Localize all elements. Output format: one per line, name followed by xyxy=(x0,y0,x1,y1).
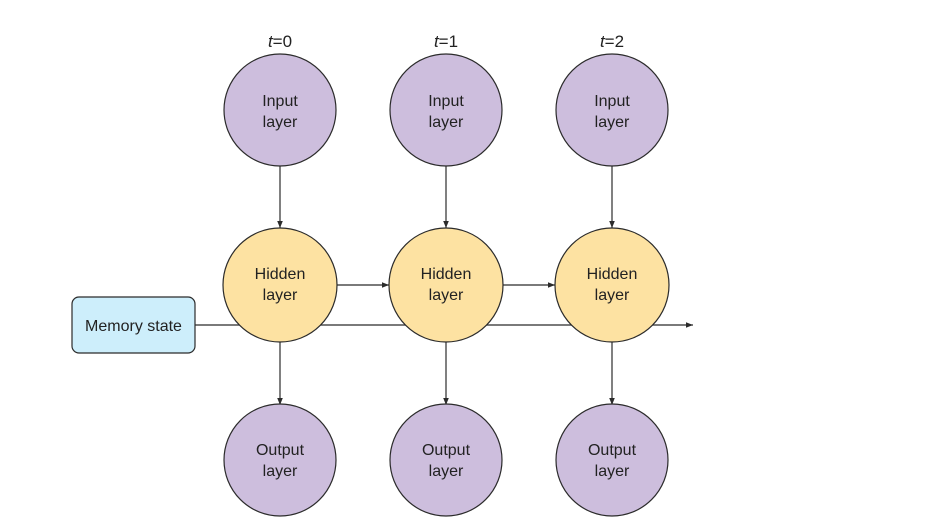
output-layer-label: Output layer xyxy=(422,442,471,480)
input-layer-circle xyxy=(389,53,503,167)
hidden-layer-label: Hidden layer xyxy=(587,266,638,304)
input-layer-node: Input layer xyxy=(389,53,503,167)
hidden-layer-circle xyxy=(554,227,670,343)
time-step-label: t=0 xyxy=(268,32,292,51)
output-layer-circle xyxy=(223,403,337,517)
input-layer-label: Input layer xyxy=(262,93,298,131)
time-variable: t xyxy=(268,32,274,51)
memory-state-label: Memory state xyxy=(85,318,182,335)
input-layer-circle xyxy=(555,53,669,167)
hidden-layer-circle xyxy=(388,227,504,343)
memory-state-box: Memory state xyxy=(71,296,196,354)
time-step-2: t=2 Input layer Hidden layer Output layer xyxy=(554,32,670,517)
output-layer-label: Output layer xyxy=(256,442,305,480)
time-value: =1 xyxy=(439,32,458,51)
output-layer-circle xyxy=(555,403,669,517)
hidden-layer-circle xyxy=(222,227,338,343)
time-step-1: t=1 Input layer Hidden layer Output layer xyxy=(388,32,555,517)
time-value: =2 xyxy=(605,32,624,51)
time-step-0: t=0 Input layer Hidden layer Output layer xyxy=(222,32,389,517)
time-variable: t xyxy=(434,32,440,51)
output-layer-label: Output layer xyxy=(588,442,637,480)
hidden-layer-label: Hidden layer xyxy=(421,266,472,304)
hidden-layer-node: Hidden layer xyxy=(388,227,504,343)
hidden-layer-label: Hidden layer xyxy=(255,266,306,304)
time-step-label: t=2 xyxy=(600,32,624,51)
output-layer-node: Output layer xyxy=(223,403,337,517)
input-layer-label: Input layer xyxy=(428,93,464,131)
output-layer-node: Output layer xyxy=(389,403,503,517)
memory-state-rect xyxy=(71,296,196,354)
input-layer-node: Input layer xyxy=(223,53,337,167)
time-variable: t xyxy=(600,32,606,51)
hidden-layer-node: Hidden layer xyxy=(554,227,670,343)
output-layer-node: Output layer xyxy=(555,403,669,517)
input-layer-circle xyxy=(223,53,337,167)
hidden-layer-node: Hidden layer xyxy=(222,227,338,343)
time-step-label: t=1 xyxy=(434,32,458,51)
input-layer-node: Input layer xyxy=(555,53,669,167)
output-layer-circle xyxy=(389,403,503,517)
time-value: =0 xyxy=(273,32,292,51)
input-layer-label: Input layer xyxy=(594,93,630,131)
